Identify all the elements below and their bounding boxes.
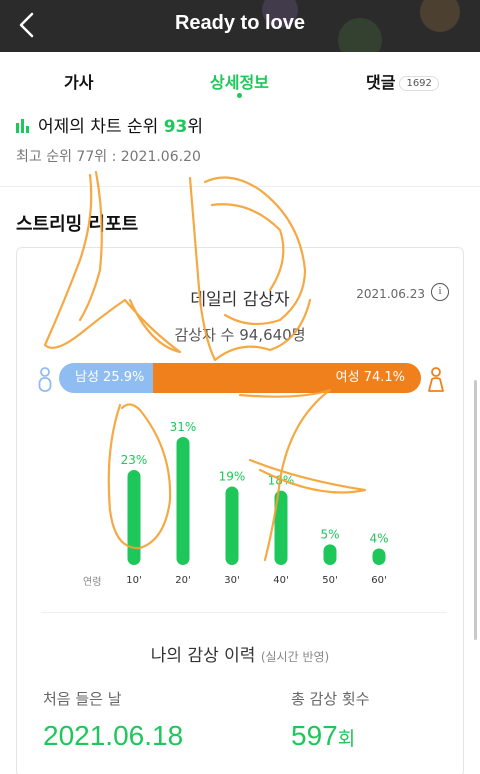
back-arrow-icon <box>19 12 34 38</box>
age-category-label: 40' <box>273 575 288 586</box>
total-plays-unit: 회 <box>337 729 356 750</box>
male-person-icon <box>38 367 52 392</box>
age-bar-value-label: 4% <box>369 531 388 545</box>
total-plays-number: 597 <box>291 720 338 751</box>
first-listened-date: 2021.06.18 <box>43 720 184 751</box>
peak-rank: 최고 순위 77위 : 2021.06.20 <box>16 149 201 165</box>
report-date: 2021.06.23 <box>356 287 425 301</box>
first-listened-label: 처음 들은 날 <box>43 690 122 708</box>
history-subtitle: (실시간 반영) <box>260 650 330 664</box>
age-category-label: 50' <box>322 575 337 586</box>
age-bar-3 <box>274 490 288 565</box>
daily-listeners-card: 데일리 감상자 2021.06.23 i 감상자 수 94,640명 남성 25… <box>16 247 464 774</box>
age-bar-value-label: 19% <box>219 470 246 484</box>
header-background-art <box>262 0 460 52</box>
top-app-bar: Ready to love <box>0 0 480 52</box>
rank-suffix: 위 <box>187 117 204 137</box>
total-plays-value: 597회 <box>291 720 355 752</box>
tab-details[interactable]: 상세정보 <box>210 69 269 98</box>
tab-lyrics[interactable]: 가사 <box>64 73 94 92</box>
male-share-segment: 남성 25.9% <box>59 363 153 393</box>
rank-value: 93 <box>163 117 188 137</box>
streaming-report-title: 스트리밍 리포트 <box>16 214 139 235</box>
card-divider <box>41 612 447 613</box>
age-category-label: 10' <box>126 575 141 586</box>
age-bar-2 <box>225 486 239 565</box>
age-category-label: 20' <box>175 575 190 586</box>
history-title-text: 나의 감상 이력 <box>150 646 256 666</box>
total-plays-label: 총 감상 횟수 <box>291 690 370 708</box>
tab-details-label: 상세정보 <box>210 73 269 92</box>
age-bar-value-label: 18% <box>268 474 295 488</box>
active-tab-indicator <box>237 93 242 98</box>
female-person-icon <box>428 367 444 392</box>
age-distribution-chart: 23% 10' 31% 20' 19% 30' 18% 40' 5% 50' 4% 60' <box>121 420 389 586</box>
female-share-segment: 여성 74.1% <box>152 363 421 393</box>
age-bar-value-label: 5% <box>320 527 339 541</box>
age-axis-label: 연령 <box>83 577 102 588</box>
rank-prefix: 어제의 차트 순위 <box>38 117 164 137</box>
listener-count: 감상자 수 94,640명 <box>174 326 306 344</box>
tab-bar: 가사 상세정보 댓글 1692 <box>0 52 480 108</box>
age-bar-1 <box>176 437 190 565</box>
yesterday-chart-rank: 어제의 차트 순위 93위 <box>16 112 203 137</box>
scrollbar[interactable] <box>474 380 477 640</box>
section-divider <box>0 186 480 187</box>
age-bar-5 <box>372 548 386 565</box>
tab-comments-label: 댓글 <box>366 73 396 92</box>
gender-ratio-bar: 남성 25.9% 여성 74.1% <box>59 363 421 393</box>
chart-bars-icon <box>16 119 32 133</box>
age-bar-value-label: 31% <box>170 420 197 434</box>
info-icon[interactable]: i <box>431 283 449 301</box>
tab-comments[interactable]: 댓글 1692 <box>366 69 439 93</box>
age-category-label: 30' <box>224 575 239 586</box>
page-title: Ready to love <box>174 12 306 34</box>
comment-count-badge: 1692 <box>399 76 439 91</box>
age-category-label: 60' <box>371 575 386 586</box>
age-bar-value-label: 23% <box>121 453 148 467</box>
age-bar-0 <box>127 470 141 565</box>
listening-history-title: 나의 감상 이력 (실시간 반영) <box>17 641 463 666</box>
age-bar-4 <box>323 544 337 565</box>
back-button[interactable] <box>10 8 46 44</box>
